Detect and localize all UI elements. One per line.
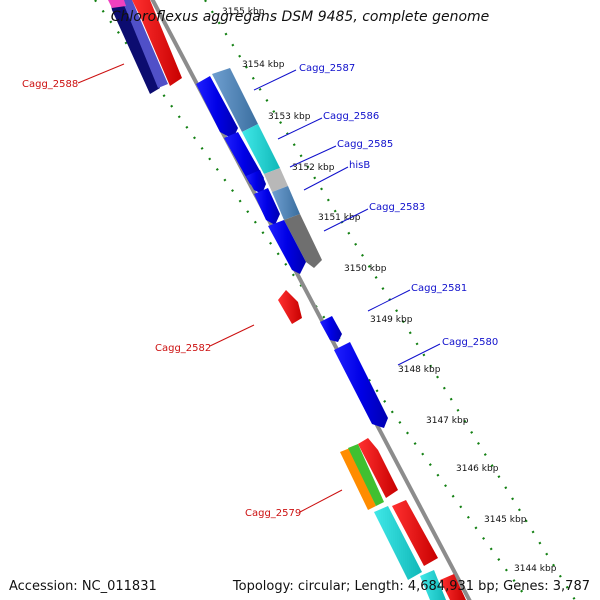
gene-arrow-cagg-2586[interactable] — [242, 124, 280, 174]
gene-label-cagg-2585[interactable]: Cagg_2585 — [337, 139, 393, 150]
connector-cagg-2585 — [289, 145, 337, 168]
connector-cagg-2579 — [299, 489, 343, 513]
gene-arrow-red-top[interactable] — [132, 0, 182, 86]
gene-arrow-green[interactable] — [348, 444, 384, 506]
gene-label-cagg-2581[interactable]: Cagg_2581 — [411, 283, 467, 294]
gene-label-cagg-2587[interactable]: Cagg_2587 — [299, 63, 355, 74]
gene-arrow-bottom-cluster[interactable] — [420, 570, 446, 600]
map-title: Chloroflexus aggregans DSM 9485, complet… — [110, 9, 490, 25]
gene-label-hisb[interactable]: hisB — [349, 160, 370, 171]
connector-cagg-2587 — [253, 69, 297, 91]
gene-label-cagg-2588[interactable]: Cagg_2588 — [22, 79, 78, 90]
connector-cagg-2586 — [277, 117, 323, 140]
connector-cagg-2581 — [367, 289, 411, 312]
kbp-tick-3148: 3148 kbp — [398, 365, 441, 375]
kbp-tick-3147: 3147 kbp — [426, 416, 469, 426]
gene-arrow-magenta — [108, 0, 126, 8]
gene-arrow-navy — [110, 0, 160, 94]
gene-arrow-red-mid[interactable] — [358, 438, 398, 498]
accession-label: Accession: NC_011831 — [9, 579, 157, 594]
gene-arrow-cagg-2583-grey[interactable] — [284, 214, 322, 268]
kbp-tick-3155: 3155 kbp — [222, 7, 265, 17]
topology-label: Topology: circular; Length: 4,684,931 bp… — [232, 579, 590, 594]
connector-cagg-2583 — [323, 208, 369, 232]
gene-arrow-cagg-2587-b[interactable] — [212, 68, 258, 132]
gene-label-cagg-2582[interactable]: Cagg_2582 — [155, 343, 211, 354]
gene-arrow-hisb[interactable] — [264, 168, 288, 192]
kbp-tick-3154: 3154 kbp — [242, 60, 285, 70]
gene-label-cagg-2583[interactable]: Cagg_2583 — [369, 202, 425, 213]
gene-label-cagg-2586[interactable]: Cagg_2586 — [323, 111, 379, 122]
gene-label-cagg-2579[interactable]: Cagg_2579 — [245, 508, 301, 519]
connector-cagg-2580 — [397, 343, 441, 366]
gene-arrow-cagg-2582[interactable] — [278, 290, 302, 324]
connector-cagg-2582 — [209, 324, 255, 347]
gene-arrow-purple — [122, 0, 168, 88]
kbp-tick-3146: 3146 kbp — [456, 464, 499, 474]
gene-arrow-cagg-2585[interactable] — [246, 170, 266, 194]
kbp-tick-3151: 3151 kbp — [318, 213, 361, 223]
connector-cagg-2588 — [77, 63, 125, 84]
gene-arrow-cagg-2583-steel[interactable] — [272, 186, 300, 220]
gene-arrow-cagg-2583-blue-long[interactable] — [268, 220, 306, 274]
gene-cagg-2588-block[interactable] — [108, 0, 168, 94]
gene-arrow-cyan-low[interactable] — [374, 506, 422, 580]
kbp-tick-3145: 3145 kbp — [484, 515, 527, 525]
kbp-tick-3149: 3149 kbp — [370, 315, 413, 325]
gene-arrow-orange[interactable] — [340, 448, 376, 510]
genome-backbone — [150, 0, 472, 600]
kbp-tick-3153: 3153 kbp — [268, 112, 311, 122]
kbp-tick-3150: 3150 kbp — [344, 264, 387, 274]
gene-arrow-cagg-2587[interactable] — [196, 76, 238, 139]
connector-hisb — [303, 166, 349, 191]
gene-arrow-red-low[interactable] — [392, 500, 438, 566]
kbp-tick-3144: 3144 kbp — [514, 564, 557, 574]
gene-label-cagg-2580[interactable]: Cagg_2580 — [442, 337, 498, 348]
gene-arrow-cagg-2583[interactable] — [254, 188, 280, 225]
gene-arrow-cagg-2580[interactable] — [334, 342, 388, 428]
gene-arrow-cagg-2581[interactable] — [320, 316, 342, 342]
gene-arrow-bottom-red[interactable] — [440, 574, 466, 600]
kbp-tick-3152: 3152 kbp — [292, 163, 335, 173]
